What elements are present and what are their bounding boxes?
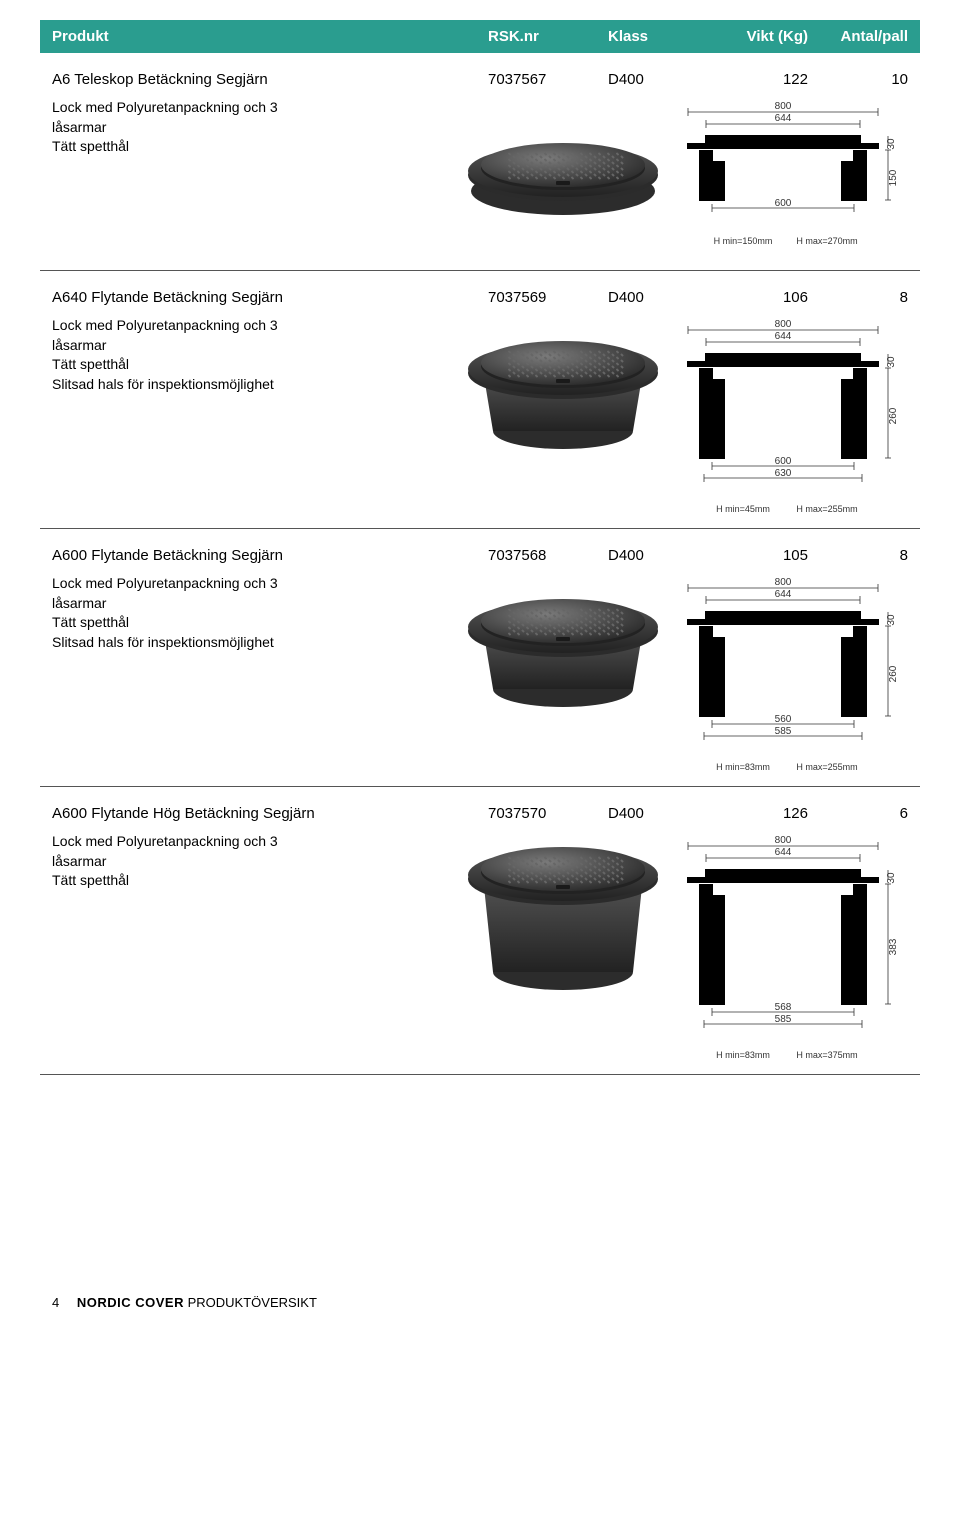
svg-text:260: 260 <box>888 665 898 682</box>
svg-text:H min=150mm: H min=150mm <box>714 236 773 246</box>
page-footer: 4 NORDIC COVER PRODUKTÖVERSIKT <box>40 1295 920 1310</box>
product-rsk: 7037570 <box>488 805 608 822</box>
product-klass: D400 <box>608 289 708 306</box>
footer-brand: NORDIC COVER <box>77 1295 184 1310</box>
product-rsk: 7037568 <box>488 547 608 564</box>
svg-text:150: 150 <box>888 169 898 186</box>
svg-text:644: 644 <box>775 847 792 858</box>
product-klass: D400 <box>608 805 708 822</box>
product-row: A6 Teleskop Betäckning Segjärn 7037567 D… <box>40 53 920 271</box>
svg-text:560: 560 <box>775 714 792 725</box>
product-title: A640 Flytande Betäckning Segjärn <box>52 289 488 306</box>
product-vikt: 126 <box>708 805 808 822</box>
svg-text:800: 800 <box>775 101 792 112</box>
svg-text:30: 30 <box>886 356 897 368</box>
product-diagram: 800 644 30 383 <box>668 832 908 1062</box>
product-image <box>458 574 668 734</box>
product-row: A640 Flytande Betäckning Segjärn 7037569… <box>40 271 920 529</box>
product-klass: D400 <box>608 71 708 88</box>
product-row: A600 Flytande Hög Betäckning Segjärn 703… <box>40 787 920 1075</box>
footer-section: PRODUKTÖVERSIKT <box>188 1295 317 1310</box>
svg-text:H max=270mm: H max=270mm <box>796 236 857 246</box>
svg-text:383: 383 <box>888 938 898 955</box>
svg-text:800: 800 <box>775 577 792 588</box>
col-rsk-header: RSK.nr <box>488 28 608 45</box>
svg-text:30: 30 <box>886 138 897 150</box>
svg-text:H min=83mm: H min=83mm <box>716 1050 770 1060</box>
product-rsk: 7037567 <box>488 71 608 88</box>
page-number: 4 <box>52 1295 59 1310</box>
product-rsk: 7037569 <box>488 289 608 306</box>
product-vikt: 106 <box>708 289 808 306</box>
product-pall: 8 <box>808 289 908 306</box>
product-row: A600 Flytande Betäckning Segjärn 7037568… <box>40 529 920 787</box>
product-image <box>458 98 668 258</box>
svg-text:644: 644 <box>775 331 792 342</box>
svg-text:260: 260 <box>888 407 898 424</box>
svg-text:H min=45mm: H min=45mm <box>716 504 770 514</box>
svg-text:585: 585 <box>775 726 792 737</box>
col-product-header: Produkt <box>52 28 488 45</box>
product-vikt: 105 <box>708 547 808 564</box>
svg-text:630: 630 <box>775 468 792 479</box>
svg-text:600: 600 <box>775 198 792 209</box>
svg-text:H max=255mm: H max=255mm <box>796 504 857 514</box>
product-title: A600 Flytande Hög Betäckning Segjärn <box>52 805 488 822</box>
col-klass-header: Klass <box>608 28 708 45</box>
product-vikt: 122 <box>708 71 808 88</box>
svg-text:568: 568 <box>775 1002 792 1013</box>
product-klass: D400 <box>608 547 708 564</box>
product-description: Lock med Polyuretanpackning och 3 låsarm… <box>52 574 318 652</box>
svg-text:30: 30 <box>886 614 897 626</box>
product-title: A600 Flytande Betäckning Segjärn <box>52 547 488 564</box>
col-pall-header: Antal/pall <box>808 28 908 45</box>
product-description: Lock med Polyuretanpackning och 3 låsarm… <box>52 316 318 394</box>
product-description: Lock med Polyuretanpackning och 3 låsarm… <box>52 98 318 157</box>
svg-text:H max=375mm: H max=375mm <box>796 1050 857 1060</box>
product-diagram: 800 644 30 260 <box>668 574 908 774</box>
svg-text:800: 800 <box>775 835 792 846</box>
svg-text:30: 30 <box>886 872 897 884</box>
product-image <box>458 832 668 992</box>
product-image <box>458 316 668 476</box>
product-pall: 6 <box>808 805 908 822</box>
product-diagram: 800 644 30 260 <box>668 316 908 516</box>
svg-text:644: 644 <box>775 589 792 600</box>
svg-text:H min=83mm: H min=83mm <box>716 762 770 772</box>
col-vikt-header: Vikt (Kg) <box>708 28 808 45</box>
svg-text:800: 800 <box>775 319 792 330</box>
svg-text:600: 600 <box>775 456 792 467</box>
product-diagram: 800 644 30 150 <box>668 98 908 248</box>
svg-text:585: 585 <box>775 1014 792 1025</box>
product-pall: 10 <box>808 71 908 88</box>
table-header: Produkt RSK.nr Klass Vikt (Kg) Antal/pal… <box>40 20 920 53</box>
product-description: Lock med Polyuretanpackning och 3 låsarm… <box>52 832 318 891</box>
svg-text:H max=255mm: H max=255mm <box>796 762 857 772</box>
product-pall: 8 <box>808 547 908 564</box>
svg-text:644: 644 <box>775 113 792 124</box>
product-title: A6 Teleskop Betäckning Segjärn <box>52 71 488 88</box>
